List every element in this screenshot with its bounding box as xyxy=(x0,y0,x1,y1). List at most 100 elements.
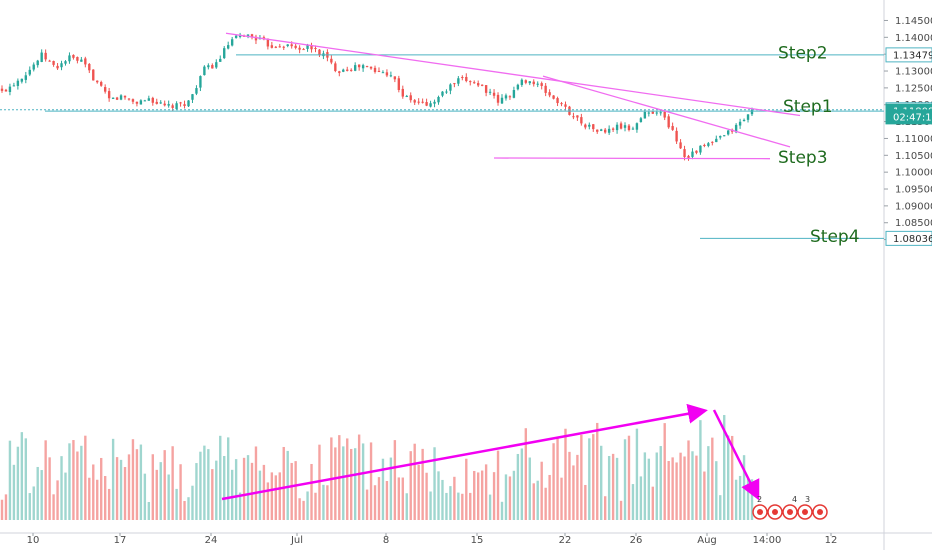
price-tag[interactable] xyxy=(885,109,932,125)
volume-bar xyxy=(223,456,226,520)
volume-bar xyxy=(143,473,147,520)
volume-bar xyxy=(64,472,67,520)
candle-body xyxy=(274,46,277,48)
volume-bar xyxy=(139,444,143,520)
volume-bar xyxy=(72,440,75,520)
volume-bar xyxy=(298,498,301,520)
candle-body xyxy=(0,88,4,91)
candle-body xyxy=(147,98,151,101)
step-annotation-label[interactable]: Step4 xyxy=(810,227,860,247)
volume-bar xyxy=(242,457,246,520)
volume-bar xyxy=(151,454,154,520)
candle-body xyxy=(627,125,631,131)
price-tag[interactable] xyxy=(885,230,932,246)
volume-bar xyxy=(171,446,174,520)
candle-body xyxy=(215,62,218,68)
price-tick-label: 1.09000 xyxy=(895,201,932,212)
candle-body xyxy=(171,105,174,108)
step-annotation-label[interactable]: Step3 xyxy=(778,148,828,168)
step-annotation-label[interactable]: Step1 xyxy=(783,97,833,117)
volume-bar xyxy=(4,494,8,520)
drawing-layer[interactable] xyxy=(0,32,884,501)
volume-bar xyxy=(195,463,198,520)
volume-bar xyxy=(667,461,670,520)
volume-bar xyxy=(385,481,389,520)
volume-bar xyxy=(742,455,746,520)
volume-bar xyxy=(238,492,242,520)
step-annotation-label[interactable]: Step2 xyxy=(778,43,828,63)
volume-bar xyxy=(715,461,718,520)
candle-body xyxy=(207,65,210,68)
volume-bar xyxy=(528,457,531,520)
candle-body xyxy=(746,114,750,120)
candle-body xyxy=(504,95,508,99)
candle-body xyxy=(647,112,651,114)
candle-layer xyxy=(0,32,754,161)
candle-body xyxy=(397,78,401,91)
volume-bar xyxy=(631,484,635,520)
volume-bar xyxy=(68,443,71,520)
volume-bar xyxy=(536,480,539,520)
candle-body xyxy=(123,95,127,98)
volume-fall-arrow[interactable] xyxy=(712,409,760,501)
volume-bar xyxy=(8,440,12,520)
candle-body xyxy=(584,124,587,128)
price-tag-label: 1.13479 xyxy=(893,50,932,61)
candle-body xyxy=(421,101,424,103)
volume-bar xyxy=(484,464,488,520)
volume-layer xyxy=(0,415,754,520)
candle-body xyxy=(119,95,123,100)
candle-body xyxy=(96,80,99,83)
volume-bar xyxy=(679,452,682,520)
trendline-inner[interactable] xyxy=(542,75,791,148)
candle-body xyxy=(520,79,524,85)
volume-bar xyxy=(40,470,43,520)
candle-body xyxy=(270,45,274,48)
candle-body xyxy=(223,48,226,59)
volume-bar xyxy=(84,435,87,520)
candle-body xyxy=(560,103,563,105)
volume-bar xyxy=(377,477,381,520)
candle-body xyxy=(373,67,377,72)
candle-body xyxy=(540,83,543,86)
volume-bar xyxy=(159,462,162,520)
candle-body xyxy=(631,128,635,130)
volume-bar xyxy=(453,476,456,520)
candle-body xyxy=(611,128,615,130)
volume-bar xyxy=(596,422,599,520)
volume-bar xyxy=(576,454,579,520)
candle-body xyxy=(600,129,603,131)
candle-body xyxy=(723,135,726,137)
volume-bar xyxy=(334,447,337,520)
volume-bar xyxy=(584,484,587,520)
volume-bar xyxy=(532,483,535,520)
time-tick-label: Aug xyxy=(697,535,717,546)
candle-body xyxy=(453,83,456,85)
volume-bar xyxy=(250,462,254,520)
candle-body xyxy=(381,72,385,74)
candle-body xyxy=(588,124,591,127)
volume-bar xyxy=(246,455,250,520)
annotation-layer[interactable]: 2 4 3 Step1 Step2 Step3 Step4 xyxy=(752,43,860,520)
volume-bar xyxy=(274,475,277,520)
volume-bar xyxy=(671,457,674,520)
price-axis[interactable]: 1.145001.140001.135001.130001.125001.120… xyxy=(884,16,932,246)
volume-bar xyxy=(393,440,397,520)
candle-body xyxy=(24,75,27,80)
candle-body xyxy=(278,46,281,48)
volume-rise-arrow[interactable] xyxy=(221,403,708,501)
candle-body xyxy=(361,65,365,69)
candle-body xyxy=(219,58,222,62)
step3-support-line[interactable] xyxy=(493,157,771,160)
volume-bar xyxy=(727,435,730,520)
volume-bar xyxy=(473,470,476,520)
volume-bar xyxy=(477,472,480,520)
time-axis[interactable]: 10 17 24 Jul 8 15 22 26 Aug 14:00 12 xyxy=(27,533,838,546)
trendline-main[interactable] xyxy=(225,32,801,117)
price-tag[interactable] xyxy=(885,47,932,63)
volume-bar xyxy=(655,452,658,520)
candle-body xyxy=(524,80,527,83)
